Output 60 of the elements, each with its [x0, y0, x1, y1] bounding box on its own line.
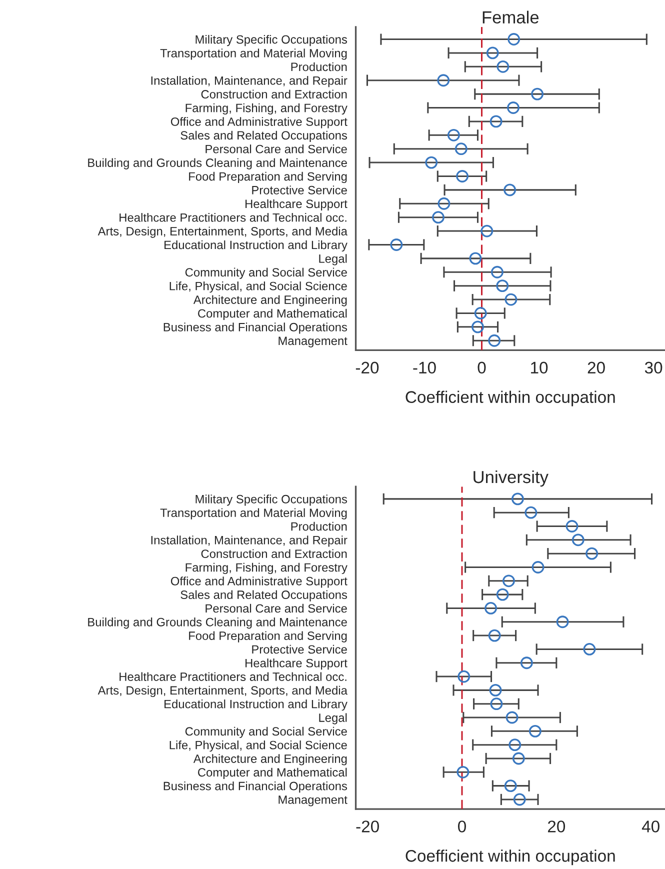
y-tick-label: Community and Social Service — [185, 268, 347, 279]
y-tick-label: Transportation and Material Moving — [160, 48, 347, 60]
y-tick-label: Protective Service — [252, 644, 347, 654]
y-tick-label: Arts, Design, Entertainment, Sports, and Media — [98, 686, 348, 697]
x-tick-label: 40 — [642, 820, 660, 832]
y-tick-label: Legal — [319, 254, 347, 266]
y-tick-label: Food Preparation and Serving — [189, 631, 347, 642]
y-tick-label: Healthcare Support — [246, 658, 348, 670]
x-tick-label: -20 — [356, 362, 379, 374]
y-tick-label: Arts, Design, Entertainment, Sports, and Media — [98, 226, 348, 238]
x-tick-label: 20 — [548, 820, 566, 832]
x-tick-label: 0 — [458, 820, 466, 832]
y-tick-label: Sales and Related Occupations — [180, 130, 348, 142]
chart-title: University — [474, 470, 548, 487]
y-tick-label: Business and Financial Operations — [164, 322, 348, 334]
y-tick-label: Healthcare Practitioners and Technical occ. — [120, 672, 346, 681]
chart-title: Female — [482, 10, 539, 24]
y-tick-label: Personal Care and Service — [206, 604, 347, 613]
y-tick-label: Personal Care and Service — [206, 144, 347, 154]
y-tick-label: Life, Physical, and Social Science — [170, 740, 347, 752]
y-tick-label: Healthcare Support — [246, 199, 348, 210]
y-tick-label: Protective Service — [252, 186, 347, 194]
y-tick-label: Office and Administrative Support — [170, 117, 348, 128]
x-axis-title: Coefficient within occupation — [406, 850, 615, 866]
y-tick-label: Architecture and Engineering — [193, 295, 347, 306]
y-tick-label: Computer and Mathematical — [198, 308, 347, 320]
y-tick-label: Farming, Fishing, and Forestry — [186, 562, 348, 574]
y-tick-label: Management — [278, 336, 348, 348]
y-tick-label: Building and Grounds Cleaning and Maintenance — [88, 618, 347, 629]
y-tick-label: Military Specific Occupations — [196, 34, 348, 46]
y-tick-label: Building and Grounds Cleaning and Maintenance — [88, 158, 347, 170]
x-tick-label: -10 — [413, 362, 436, 374]
y-tick-label: Installation, Maintenance, and Repair — [151, 76, 348, 88]
y-tick-label: Community and Social Service — [185, 726, 347, 738]
y-tick-label: Production — [291, 62, 347, 72]
y-tick-label: Educational Instruction and Library — [164, 700, 348, 711]
y-tick-label: Life, Physical, and Social Science — [170, 282, 347, 293]
y-tick-label: Healthcare Practitioners and Technical occ. — [120, 213, 346, 222]
y-tick-label: Management — [278, 796, 348, 806]
y-tick-label: Food Preparation and Serving — [189, 172, 347, 184]
x-tick-label: 20 — [588, 362, 605, 374]
y-tick-label: Farming, Fishing, and Forestry — [186, 103, 348, 115]
y-tick-label: Transportation and Material Moving — [160, 508, 347, 520]
y-tick-label: Computer and Mathematical — [198, 768, 347, 779]
y-tick-label: Construction and Extraction — [201, 90, 347, 99]
y-tick-label: Educational Instruction and Library — [164, 240, 348, 252]
x-tick-label: -20 — [356, 820, 379, 832]
x-tick-label: 0 — [478, 362, 486, 374]
y-tick-label: Business and Financial Operations — [164, 781, 348, 793]
x-tick-label: 10 — [531, 362, 548, 374]
x-axis-title: Coefficient within occupation — [406, 390, 615, 406]
y-tick-label: Legal — [319, 713, 347, 724]
y-tick-label: Production — [291, 522, 347, 531]
y-tick-label: Architecture and Engineering — [193, 754, 347, 766]
y-tick-label: Office and Administrative Support — [170, 576, 348, 588]
y-tick-label: Installation, Maintenance, and Repair — [151, 536, 348, 547]
y-tick-label: Construction and Extraction — [201, 549, 347, 558]
x-tick-label: 30 — [644, 362, 662, 374]
y-tick-label: Sales and Related Occupations — [180, 590, 348, 602]
y-tick-label: Military Specific Occupations — [196, 494, 348, 506]
